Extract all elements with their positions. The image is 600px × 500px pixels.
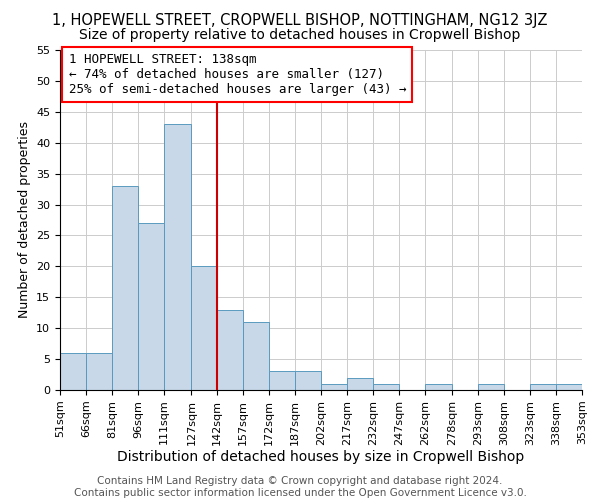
Bar xyxy=(60,353,86,390)
Text: Contains HM Land Registry data © Crown copyright and database right 2024.
Contai: Contains HM Land Registry data © Crown c… xyxy=(74,476,526,498)
Bar xyxy=(295,372,321,390)
Text: 1, HOPEWELL STREET, CROPWELL BISHOP, NOTTINGHAM, NG12 3JZ: 1, HOPEWELL STREET, CROPWELL BISHOP, NOT… xyxy=(52,12,548,28)
Bar xyxy=(86,353,112,390)
Bar xyxy=(164,124,191,390)
Bar xyxy=(138,223,164,390)
Y-axis label: Number of detached properties: Number of detached properties xyxy=(17,122,31,318)
Bar xyxy=(373,384,399,390)
Bar xyxy=(191,266,217,390)
Bar xyxy=(112,186,138,390)
X-axis label: Distribution of detached houses by size in Cropwell Bishop: Distribution of detached houses by size … xyxy=(118,450,524,464)
Bar xyxy=(269,372,295,390)
Bar xyxy=(347,378,373,390)
Text: 1 HOPEWELL STREET: 138sqm
← 74% of detached houses are smaller (127)
25% of semi: 1 HOPEWELL STREET: 138sqm ← 74% of detac… xyxy=(68,53,406,96)
Bar xyxy=(556,384,582,390)
Text: Size of property relative to detached houses in Cropwell Bishop: Size of property relative to detached ho… xyxy=(79,28,521,42)
Bar xyxy=(243,322,269,390)
Bar xyxy=(478,384,504,390)
Bar xyxy=(425,384,452,390)
Bar xyxy=(530,384,556,390)
Bar xyxy=(321,384,347,390)
Bar xyxy=(217,310,243,390)
